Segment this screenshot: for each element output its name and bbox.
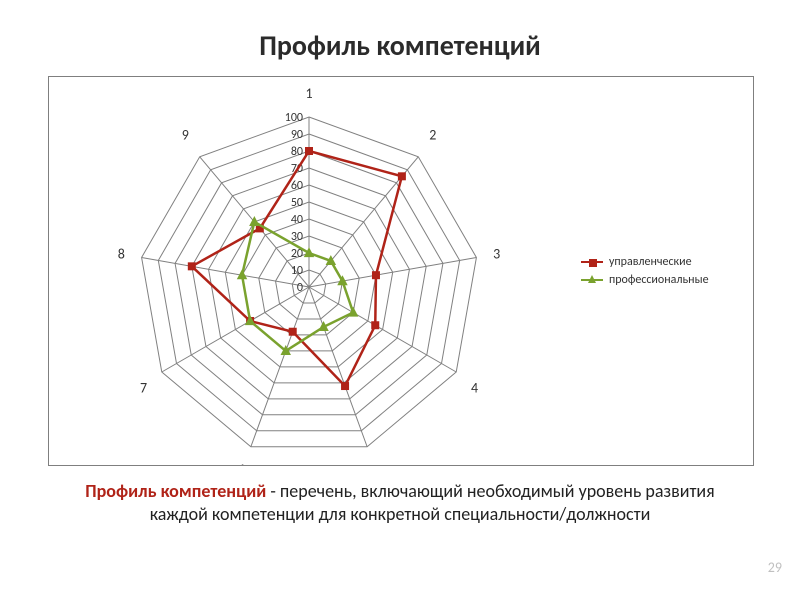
- svg-text:90: 90: [291, 128, 303, 142]
- svg-text:30: 30: [291, 230, 303, 244]
- svg-text:1: 1: [305, 85, 312, 102]
- legend-item: управленческие: [581, 255, 741, 269]
- svg-text:5: 5: [373, 462, 380, 465]
- legend-label: профессиональные: [609, 273, 709, 287]
- svg-text:6: 6: [238, 462, 245, 465]
- svg-text:0: 0: [297, 281, 303, 295]
- svg-text:50: 50: [291, 196, 303, 210]
- svg-text:60: 60: [291, 179, 303, 193]
- svg-text:7: 7: [140, 380, 147, 397]
- page-title: Профиль компетенций: [0, 28, 800, 63]
- caption-lead: Профиль компетенций: [85, 480, 266, 502]
- legend-label: управленческие: [609, 255, 692, 269]
- radar-chart: 0102030405060708090100123456789 управлен…: [48, 76, 754, 466]
- svg-text:4: 4: [471, 380, 478, 397]
- legend-marker: [581, 257, 603, 267]
- caption: Профиль компетенций - перечень, включающ…: [60, 480, 740, 525]
- svg-text:100: 100: [285, 111, 303, 125]
- svg-text:10: 10: [291, 264, 303, 278]
- legend-marker: [581, 275, 603, 285]
- legend: управленческие профессиональные: [581, 251, 741, 291]
- svg-text:40: 40: [291, 213, 303, 227]
- svg-text:8: 8: [118, 246, 125, 263]
- svg-text:2: 2: [429, 127, 436, 144]
- svg-text:3: 3: [493, 246, 500, 263]
- slide: Профиль компетенций 01020304050607080901…: [0, 0, 800, 600]
- svg-text:80: 80: [291, 145, 303, 159]
- page-number: 29: [768, 559, 782, 576]
- svg-text:9: 9: [182, 127, 189, 144]
- legend-item: профессиональные: [581, 273, 741, 287]
